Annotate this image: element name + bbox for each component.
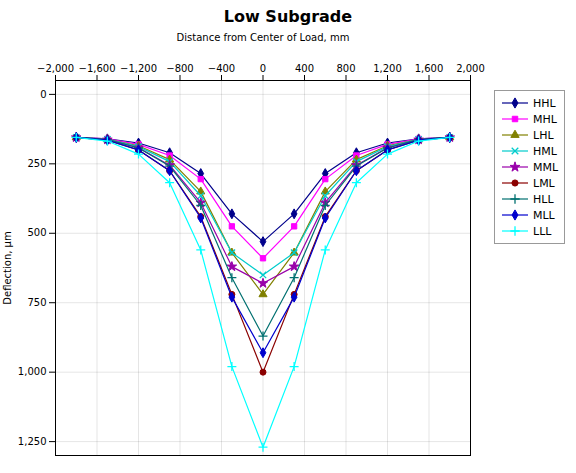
svg-text:−400: −400 <box>208 63 235 74</box>
svg-text:−1,600: −1,600 <box>78 63 115 74</box>
svg-text:Distance from Center of Load,: Distance from Center of Load, mm <box>177 32 350 43</box>
svg-text:250: 250 <box>27 158 46 169</box>
html-text:MLL: MLL <box>533 208 555 222</box>
html-text:LML: LML <box>533 176 555 190</box>
svg-text:1,250: 1,250 <box>18 436 47 447</box>
svg-text:500: 500 <box>27 227 46 238</box>
svg-text:0: 0 <box>260 63 266 74</box>
svg-text:−800: −800 <box>166 63 193 74</box>
html-text:MHL: MHL <box>533 112 557 126</box>
html-text:HML: HML <box>533 144 557 158</box>
html-text:LLL: LLL <box>533 224 552 238</box>
html-text:HHL: HHL <box>533 96 556 110</box>
svg-text:750: 750 <box>27 297 46 308</box>
svg-text:400: 400 <box>295 63 314 74</box>
svg-text:−1,200: −1,200 <box>120 63 157 74</box>
html-text:Low Subgrade: Low Subgrade <box>223 7 353 26</box>
svg-text:1,200: 1,200 <box>373 63 402 74</box>
svg-text:0: 0 <box>40 89 46 100</box>
svg-text:1,600: 1,600 <box>415 63 444 74</box>
html-text:HLL: HLL <box>533 192 554 206</box>
html-text:LHL: LHL <box>533 128 554 142</box>
svg-text:2,000: 2,000 <box>456 63 485 74</box>
svg-text:800: 800 <box>336 63 355 74</box>
svg-text:Deflection, μm: Deflection, μm <box>2 231 13 304</box>
svg-text:−2,000: −2,000 <box>37 63 74 74</box>
svg-text:1,000: 1,000 <box>18 366 47 377</box>
html-text:MML: MML <box>533 160 559 174</box>
